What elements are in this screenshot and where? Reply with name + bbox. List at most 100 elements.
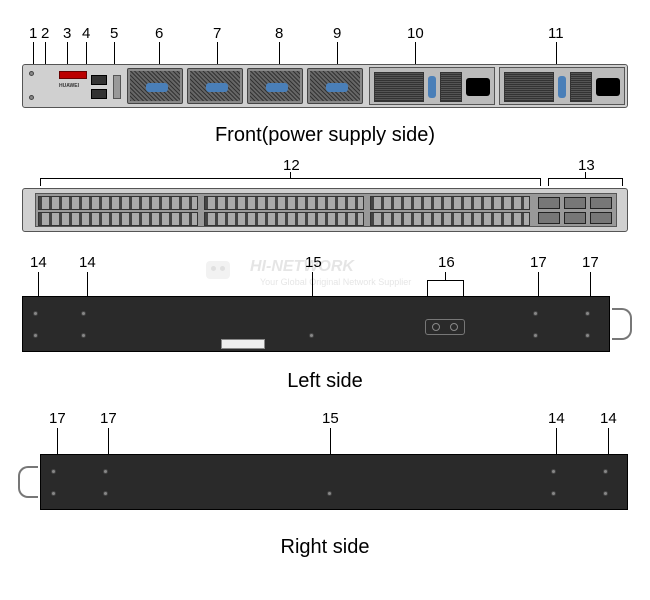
mount-hole: [551, 469, 556, 474]
mount-hole: [309, 333, 314, 338]
sfp-group: [370, 212, 530, 226]
sfp-group: [370, 196, 530, 210]
bracket: [290, 172, 291, 178]
callout-1: 1: [29, 25, 37, 42]
mount-hole: [585, 311, 590, 316]
label-left: Left side: [0, 370, 650, 393]
label-right: Right side: [0, 536, 650, 559]
ground-terminal: [425, 319, 465, 335]
callout-16: 16: [438, 254, 455, 271]
qsfp-port: [590, 197, 612, 209]
mount-hole: [81, 311, 86, 316]
callout-17b: 17: [582, 254, 599, 271]
brand-label: HUAWEI: [59, 83, 79, 89]
label-front: Front(power supply side): [0, 124, 650, 147]
bracket: [40, 178, 41, 186]
callout-15b: 15: [322, 410, 339, 427]
fan-handle: [266, 83, 288, 92]
bracket: [622, 178, 623, 186]
port-panel: [35, 193, 617, 227]
callout-15a: 15: [305, 254, 322, 271]
psu-handle: [428, 76, 436, 98]
callout-14d: 14: [600, 410, 617, 427]
callout-17d: 17: [100, 410, 117, 427]
callout-13: 13: [578, 157, 595, 174]
mount-hole: [81, 333, 86, 338]
callout-14b: 14: [79, 254, 96, 271]
qsfp-port: [538, 212, 560, 224]
qsfp-port: [538, 197, 560, 209]
callout-10: 10: [407, 25, 424, 42]
callout-11: 11: [548, 25, 564, 42]
mgmt-port: [91, 89, 107, 99]
fan-handle: [206, 83, 228, 92]
badge-area: [59, 71, 87, 79]
callout-6: 6: [155, 25, 163, 42]
rack-handle: [18, 466, 38, 498]
watermark-sub: Your Global Original Network Supplier: [260, 277, 411, 287]
callout-17c: 17: [49, 410, 66, 427]
callout-17a: 17: [530, 254, 547, 271]
bracket: [540, 178, 541, 186]
screw: [29, 71, 34, 76]
screw: [29, 95, 34, 100]
bracket: [548, 178, 549, 186]
mount-hole: [533, 311, 538, 316]
callout-3: 3: [63, 25, 71, 42]
warning-label: [221, 339, 265, 349]
psu-vent: [504, 72, 554, 102]
bracket: [445, 272, 446, 280]
bracket: [585, 172, 586, 178]
qsfp-port: [564, 197, 586, 209]
callout-12: 12: [283, 157, 300, 174]
callout-9: 9: [333, 25, 341, 42]
front-chassis-psu-side: HUAWEI: [22, 64, 628, 108]
mount-hole: [585, 333, 590, 338]
watermark: HI-NETWORK: [250, 258, 354, 276]
psu-vent: [570, 72, 592, 102]
mount-hole: [603, 491, 608, 496]
right-side-chassis: [40, 454, 628, 510]
bracket: [40, 178, 540, 179]
callout-4: 4: [82, 25, 90, 42]
sfp-group: [204, 196, 364, 210]
psu-socket: [466, 78, 490, 96]
mgmt-port: [91, 75, 107, 85]
left-side-chassis: [22, 296, 610, 352]
mount-hole: [33, 311, 38, 316]
front-chassis-port-side: [22, 188, 628, 232]
psu-1: [369, 67, 495, 105]
led-strip: [113, 75, 121, 99]
callout-7: 7: [213, 25, 221, 42]
mount-hole: [551, 491, 556, 496]
mount-hole: [327, 491, 332, 496]
fan-module-1: [127, 68, 183, 104]
psu-socket: [596, 78, 620, 96]
sfp-group: [204, 212, 364, 226]
callout-2: 2: [41, 25, 49, 42]
psu-vent: [440, 72, 462, 102]
sfp-group: [38, 196, 198, 210]
mount-hole: [51, 469, 56, 474]
callout-5: 5: [110, 25, 118, 42]
callout-14a: 14: [30, 254, 47, 271]
mount-hole: [103, 469, 108, 474]
qsfp-port: [590, 212, 612, 224]
fan-module-3: [247, 68, 303, 104]
fan-module-4: [307, 68, 363, 104]
fan-handle: [326, 83, 348, 92]
psu-handle: [558, 76, 566, 98]
mount-hole: [33, 333, 38, 338]
mount-hole: [603, 469, 608, 474]
bracket: [548, 178, 622, 179]
callout-8: 8: [275, 25, 283, 42]
sfp-group: [38, 212, 198, 226]
fan-handle: [146, 83, 168, 92]
mount-hole: [103, 491, 108, 496]
bracket: [427, 280, 463, 281]
watermark-robot: [200, 255, 236, 285]
qsfp-port: [564, 212, 586, 224]
psu-vent: [374, 72, 424, 102]
fan-module-2: [187, 68, 243, 104]
psu-2: [499, 67, 625, 105]
